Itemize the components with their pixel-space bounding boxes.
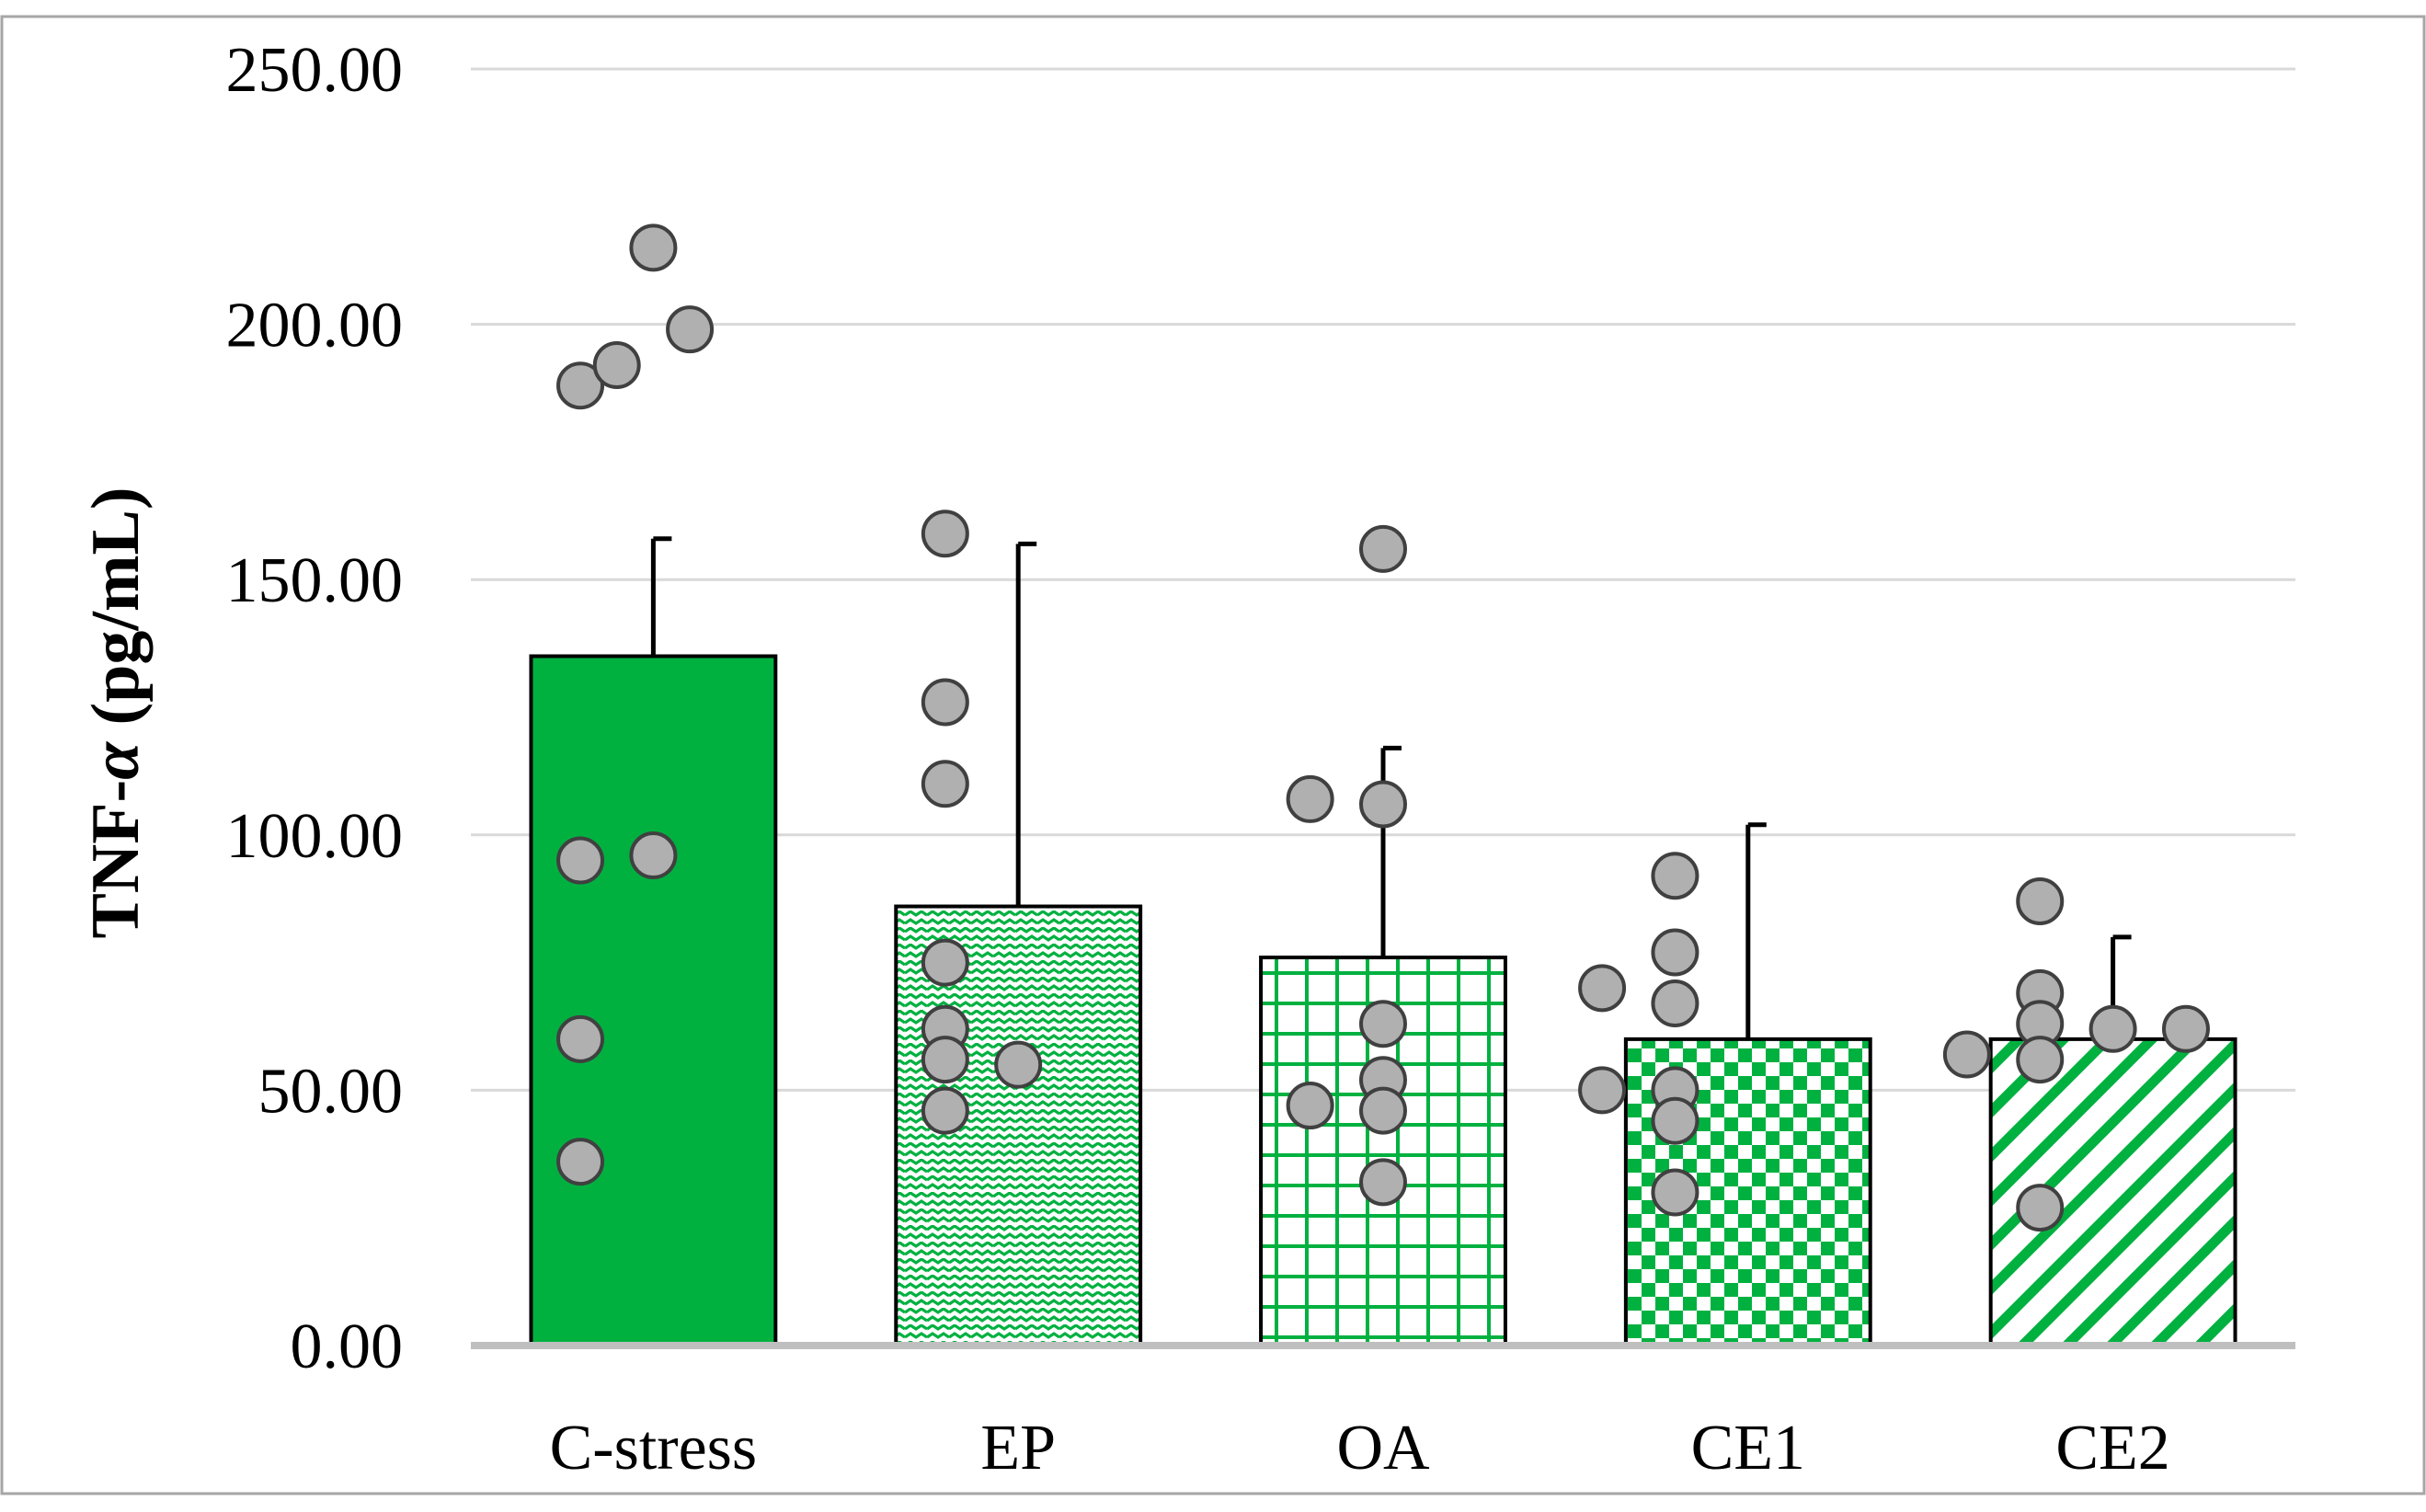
data-point-ce1-8: [1651, 1168, 1699, 1217]
x-category-label-c-stress: C-stress: [550, 1413, 758, 1483]
x-category-label-oa: OA: [1336, 1413, 1430, 1483]
y-axis-title-prefix: TNF-: [78, 780, 154, 939]
bar-c-stress: [529, 654, 778, 1347]
data-point-ep-3: [921, 760, 969, 808]
x-category-label-ep: EP: [980, 1413, 1056, 1483]
y-axis-title: TNF-α (pg/mL): [78, 487, 154, 938]
data-point-ce2-4: [2088, 1004, 2137, 1053]
data-point-ep-4: [921, 938, 969, 987]
y-tick-label-3: 150.00: [226, 545, 404, 616]
data-point-ep-2: [921, 678, 969, 727]
data-point-ce2-7: [2016, 1036, 2065, 1084]
data-point-ep-6: [921, 1036, 969, 1084]
data-point-ce2-8: [2016, 1184, 2065, 1232]
data-point-c-stress-5: [556, 836, 605, 885]
data-point-ep-1: [921, 510, 969, 558]
data-point-oa-3: [1359, 780, 1407, 829]
x-axis-categories: C-stress EP OA CE1 CE2: [550, 1413, 2170, 1483]
y-tick-label-0: 0.00: [291, 1312, 404, 1382]
data-point-ce1-3: [1578, 964, 1627, 1013]
data-point-c-stress-6: [629, 831, 678, 880]
data-point-oa-1: [1359, 524, 1407, 573]
data-point-ep-7: [994, 1040, 1043, 1089]
data-point-ce1-2: [1651, 928, 1699, 977]
data-point-c-stress-7: [556, 1014, 605, 1063]
data-point-ep-8: [921, 1086, 969, 1135]
data-point-c-stress-2: [592, 341, 641, 390]
data-point-oa-6: [1286, 1082, 1334, 1130]
data-point-oa-7: [1359, 1086, 1407, 1135]
data-point-ce1-1: [1651, 852, 1699, 900]
y-axis-title-suffix: (pg/mL): [78, 487, 154, 742]
data-point-ce2-1: [2016, 876, 2065, 925]
y-axis-ticks: 0.00 50.00 100.00 150.00 200.00 250.00: [226, 35, 404, 1382]
x-category-label-ce1: CE1: [1691, 1413, 1805, 1483]
data-point-c-stress-3: [629, 223, 678, 272]
data-point-ce1-7: [1651, 1096, 1699, 1145]
y-tick-label-4: 200.00: [226, 291, 404, 361]
data-point-oa-4: [1359, 1000, 1407, 1048]
data-point-ce1-5: [1578, 1066, 1627, 1115]
data-point-c-stress-8: [556, 1138, 605, 1186]
data-points: [556, 223, 2210, 1232]
x-category-label-ce2: CE2: [2055, 1413, 2169, 1483]
data-point-oa-8: [1359, 1158, 1407, 1207]
data-point-c-stress-4: [666, 305, 715, 354]
y-tick-label-1: 50.00: [258, 1056, 404, 1127]
y-tick-label-2: 100.00: [226, 801, 404, 872]
y-axis-title-alpha-symbol: α: [78, 741, 154, 780]
data-point-c-stress-1: [556, 361, 605, 410]
data-point-ce2-6: [1942, 1030, 1991, 1079]
data-point-ce2-5: [2161, 1004, 2210, 1053]
y-tick-label-5: 250.00: [226, 35, 404, 106]
data-point-ce1-4: [1651, 979, 1699, 1028]
data-point-oa-2: [1286, 774, 1334, 823]
